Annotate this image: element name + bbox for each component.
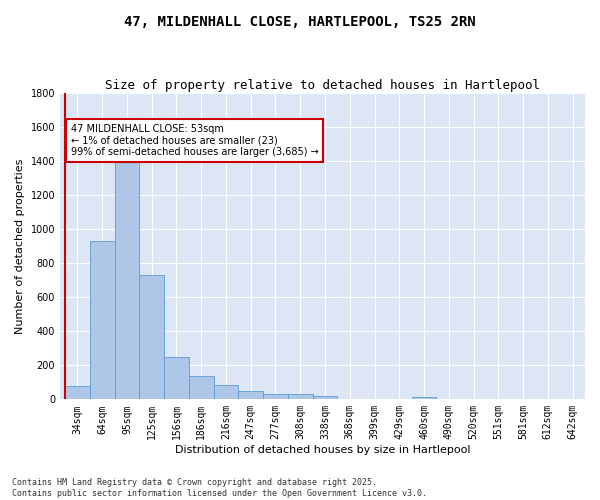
Bar bbox=[115, 161, 139, 400]
Bar bbox=[214, 385, 238, 400]
Bar bbox=[238, 391, 263, 400]
Bar bbox=[263, 394, 288, 400]
Bar bbox=[139, 275, 164, 400]
Bar bbox=[189, 376, 214, 400]
Bar bbox=[90, 241, 115, 400]
Bar bbox=[412, 397, 436, 400]
Text: 47 MILDENHALL CLOSE: 53sqm
← 1% of detached houses are smaller (23)
99% of semi-: 47 MILDENHALL CLOSE: 53sqm ← 1% of detac… bbox=[71, 124, 318, 157]
Bar bbox=[164, 357, 189, 400]
Bar bbox=[288, 394, 313, 400]
Text: Contains HM Land Registry data © Crown copyright and database right 2025.
Contai: Contains HM Land Registry data © Crown c… bbox=[12, 478, 427, 498]
Title: Size of property relative to detached houses in Hartlepool: Size of property relative to detached ho… bbox=[105, 79, 540, 92]
X-axis label: Distribution of detached houses by size in Hartlepool: Distribution of detached houses by size … bbox=[175, 445, 470, 455]
Bar bbox=[65, 386, 90, 400]
Y-axis label: Number of detached properties: Number of detached properties bbox=[15, 158, 25, 334]
Text: 47, MILDENHALL CLOSE, HARTLEPOOL, TS25 2RN: 47, MILDENHALL CLOSE, HARTLEPOOL, TS25 2… bbox=[124, 15, 476, 29]
Bar bbox=[313, 396, 337, 400]
